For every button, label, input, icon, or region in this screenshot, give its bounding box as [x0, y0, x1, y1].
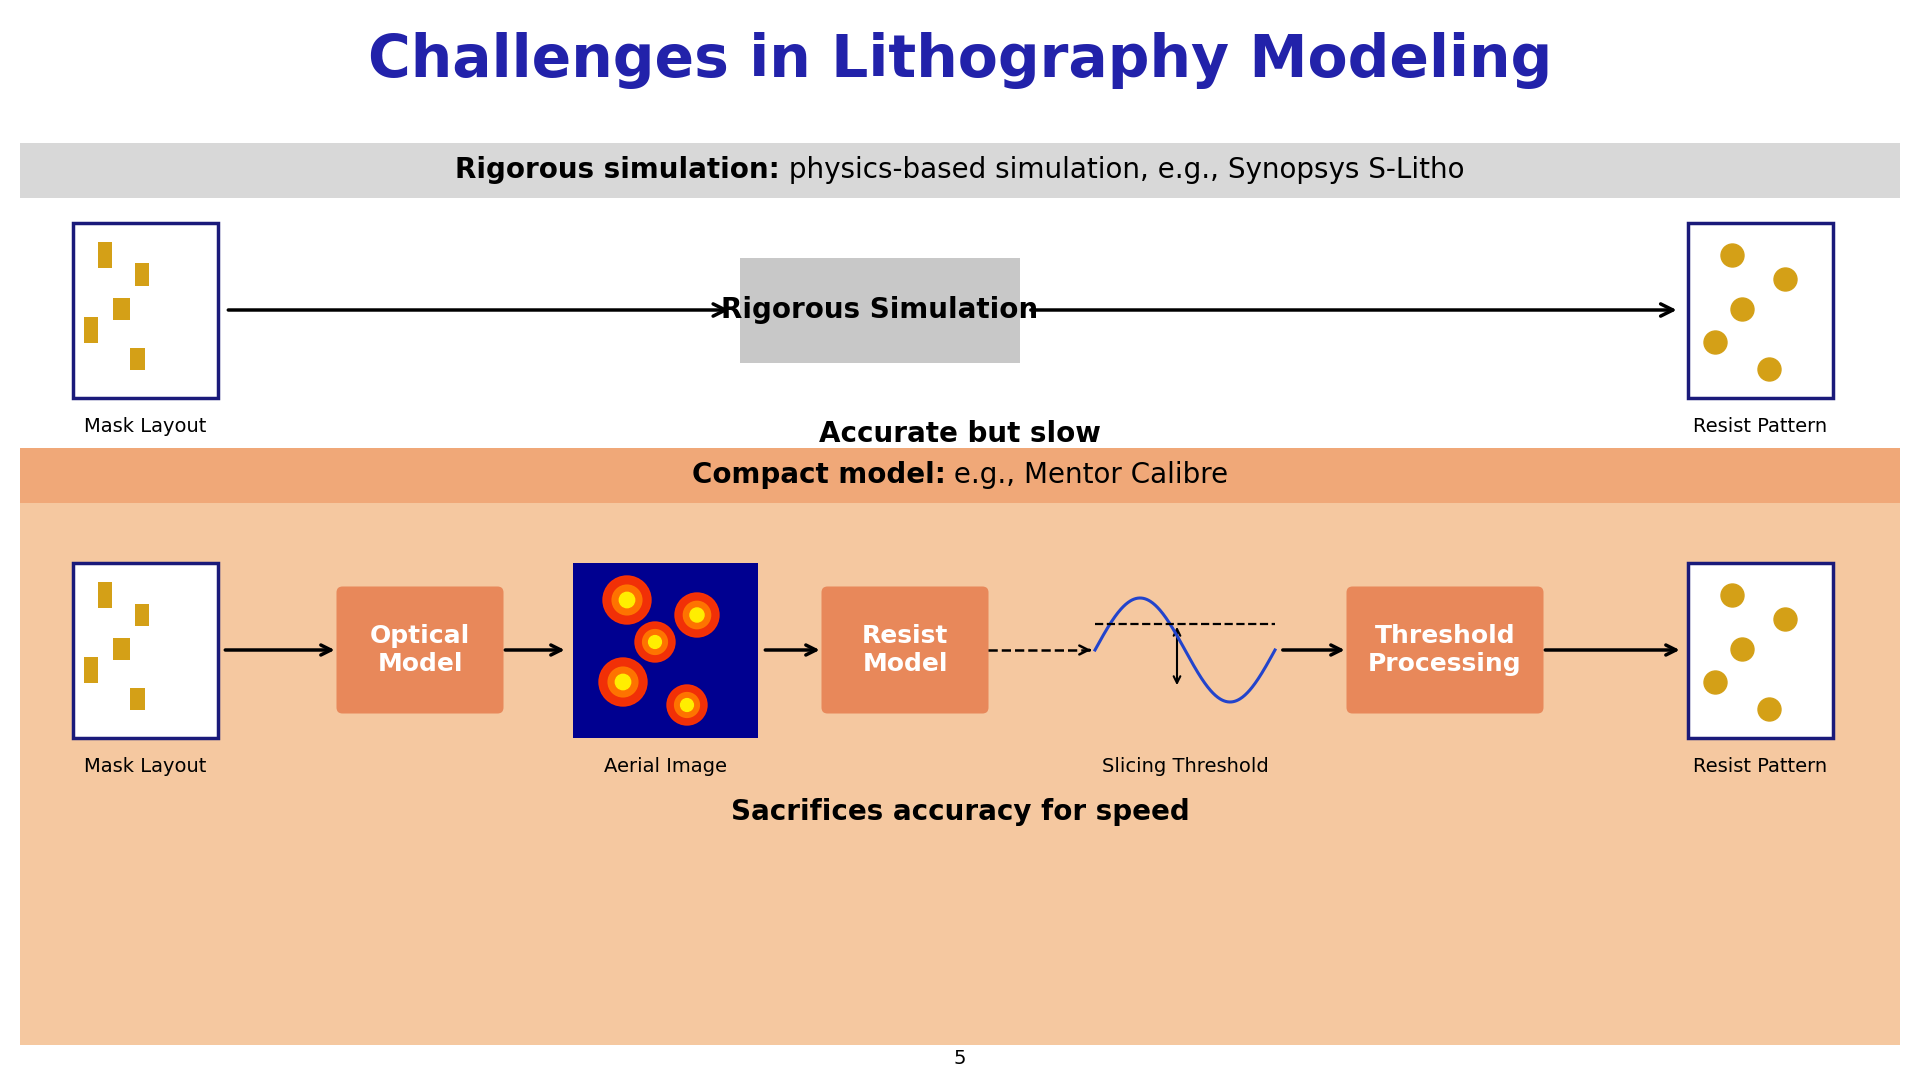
Bar	[19, 143, 1901, 198]
Circle shape	[603, 576, 651, 624]
Bar	[83, 316, 98, 342]
Circle shape	[612, 585, 641, 615]
Circle shape	[1774, 268, 1797, 291]
Circle shape	[1759, 357, 1782, 381]
FancyBboxPatch shape	[1688, 222, 1832, 397]
Bar	[113, 297, 129, 320]
Circle shape	[1720, 584, 1743, 607]
Text: Resist Pattern: Resist Pattern	[1693, 757, 1828, 777]
FancyBboxPatch shape	[822, 586, 989, 714]
FancyBboxPatch shape	[1346, 586, 1544, 714]
Circle shape	[614, 674, 630, 690]
FancyBboxPatch shape	[73, 563, 217, 738]
Text: e.g., Mentor Calibre: e.g., Mentor Calibre	[945, 461, 1229, 489]
Bar	[19, 447, 1901, 502]
Circle shape	[643, 630, 668, 654]
Circle shape	[1732, 638, 1755, 661]
Text: Rigorous simulation:: Rigorous simulation:	[455, 156, 780, 184]
Circle shape	[649, 636, 660, 648]
Text: Resist Pattern: Resist Pattern	[1693, 418, 1828, 436]
Circle shape	[1705, 330, 1726, 354]
Bar	[129, 688, 144, 710]
Circle shape	[1732, 298, 1755, 321]
Text: Aerial Image: Aerial Image	[603, 757, 726, 777]
Circle shape	[609, 667, 637, 697]
Text: Threshold
Processing: Threshold Processing	[1369, 624, 1523, 676]
Text: Resist
Model: Resist Model	[862, 624, 948, 676]
FancyBboxPatch shape	[1688, 563, 1832, 738]
Bar	[113, 637, 129, 660]
FancyBboxPatch shape	[739, 257, 1020, 363]
FancyBboxPatch shape	[336, 586, 503, 714]
Text: Mask Layout: Mask Layout	[84, 418, 205, 436]
Text: Accurate but slow: Accurate but slow	[820, 419, 1100, 447]
Bar	[83, 657, 98, 683]
Circle shape	[674, 692, 699, 717]
Bar	[134, 604, 148, 625]
Circle shape	[689, 608, 705, 622]
Bar	[129, 348, 144, 369]
Bar	[98, 242, 111, 268]
Circle shape	[1720, 244, 1743, 267]
Bar	[134, 264, 148, 285]
Circle shape	[1774, 608, 1797, 631]
Text: 5: 5	[954, 1049, 966, 1067]
FancyBboxPatch shape	[572, 563, 758, 738]
FancyBboxPatch shape	[73, 222, 217, 397]
Circle shape	[680, 699, 693, 712]
Circle shape	[1705, 671, 1726, 694]
Circle shape	[666, 685, 707, 725]
Circle shape	[676, 593, 718, 637]
Bar	[98, 581, 111, 607]
Circle shape	[684, 602, 710, 629]
Circle shape	[636, 622, 676, 662]
Text: physics-based simulation, e.g., Synopsys S-Litho: physics-based simulation, e.g., Synopsys…	[780, 156, 1465, 184]
Circle shape	[620, 592, 636, 608]
Text: Rigorous Simulation: Rigorous Simulation	[722, 296, 1039, 324]
Text: Mask Layout: Mask Layout	[84, 757, 205, 777]
Text: Optical
Model: Optical Model	[371, 624, 470, 676]
Text: Challenges in Lithography Modeling: Challenges in Lithography Modeling	[369, 31, 1551, 89]
Text: Compact model:: Compact model:	[691, 461, 945, 489]
Text: Slicing Threshold: Slicing Threshold	[1102, 757, 1269, 777]
Circle shape	[599, 658, 647, 706]
Circle shape	[1759, 698, 1782, 721]
Text: Sacrifices accuracy for speed: Sacrifices accuracy for speed	[732, 797, 1188, 825]
Bar	[19, 502, 1901, 1045]
